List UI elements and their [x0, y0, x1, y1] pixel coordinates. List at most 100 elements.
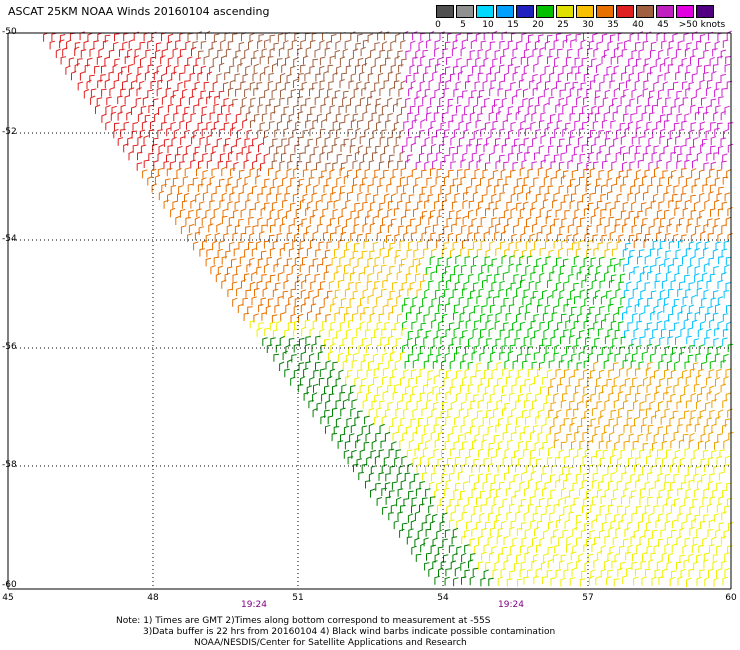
- wind-barb: [469, 425, 476, 435]
- wind-barb: [689, 345, 695, 353]
- wind-barb: [615, 288, 621, 298]
- wind-barb: [710, 161, 717, 171]
- wind-barb: [350, 271, 356, 281]
- wind-barb: [426, 105, 432, 115]
- wind-barb: [382, 390, 388, 400]
- wind-barb: [634, 215, 640, 225]
- wind-barb: [696, 151, 703, 162]
- legend-swatch: [496, 5, 514, 18]
- wind-barb: [472, 439, 478, 449]
- wind-barb: [405, 201, 412, 210]
- wind-barb: [170, 207, 176, 218]
- wind-barb: [684, 113, 690, 123]
- wind-barb: [689, 368, 696, 378]
- wind-barb: [488, 201, 495, 211]
- wind-barb: [686, 153, 692, 162]
- wind-barb: [630, 473, 636, 483]
- wind-barb: [708, 369, 715, 379]
- wind-barb: [527, 105, 534, 115]
- wind-barb: [618, 519, 624, 529]
- wind-barb: [400, 168, 407, 177]
- wind-barb: [680, 393, 686, 403]
- wind-barb: [440, 184, 446, 193]
- wind-barb: [389, 86, 395, 97]
- wind-barb: [586, 175, 592, 186]
- wind-barb: [489, 416, 495, 426]
- wind-barb: [625, 352, 631, 362]
- wind-barb: [705, 175, 712, 186]
- wind-barb: [501, 231, 507, 241]
- wind-barb: [651, 152, 658, 161]
- wind-barb: [547, 385, 554, 395]
- wind-barb: [137, 135, 143, 146]
- wind-barb: [385, 120, 391, 129]
- wind-barb: [473, 394, 479, 403]
- wind-barb: [566, 345, 572, 354]
- wind-barb: [625, 393, 631, 402]
- wind-barb: [452, 152, 459, 161]
- wind-barb: [613, 87, 620, 98]
- wind-barb: [256, 280, 262, 290]
- wind-barb: [475, 183, 481, 193]
- wind-barb: [706, 280, 712, 289]
- wind-barb: [695, 225, 701, 234]
- wind-barb: [556, 257, 562, 266]
- wind-barb: [507, 40, 514, 49]
- wind-barb: [700, 321, 706, 331]
- wind-barb: [530, 248, 536, 258]
- wind-barb: [420, 542, 426, 553]
- wind-barb: [532, 48, 538, 58]
- wind-barb: [350, 232, 356, 241]
- wind-barb: [355, 42, 361, 51]
- wind-barb: [679, 457, 686, 467]
- wind-barb: [538, 145, 545, 155]
- wind-barb: [133, 55, 140, 65]
- wind-barb: [122, 41, 128, 51]
- wind-barb: [681, 521, 687, 531]
- wind-barb: [643, 80, 649, 89]
- wind-barb: [430, 185, 436, 194]
- wind-barb: [577, 136, 584, 146]
- wind-barb: [267, 80, 274, 90]
- wind-barb: [378, 449, 385, 458]
- wind-barb: [395, 72, 402, 82]
- wind-barb: [362, 39, 369, 48]
- wind-barb: [458, 296, 465, 306]
- wind-barb: [496, 534, 503, 545]
- wind-barb: [246, 263, 252, 273]
- wind-barb: [419, 345, 426, 354]
- wind-barb: [631, 201, 637, 211]
- wind-barb: [79, 71, 86, 81]
- wind-barb: [663, 481, 670, 490]
- wind-barb: [486, 184, 492, 195]
- wind-barb: [601, 346, 608, 355]
- wind-barb: [453, 463, 459, 473]
- wind-barb: [286, 185, 292, 195]
- wind-barb: [558, 296, 564, 307]
- wind-barb: [381, 104, 388, 114]
- wind-barb: [644, 529, 650, 538]
- wind-barb: [465, 319, 471, 329]
- wind-barb: [344, 40, 351, 49]
- wind-barb: [502, 183, 509, 193]
- wind-barb: [612, 488, 619, 498]
- wind-barb: [250, 97, 256, 107]
- wind-barb: [307, 200, 313, 211]
- wind-barb: [657, 473, 663, 483]
- wind-barb: [367, 96, 373, 105]
- wind-barb: [334, 90, 341, 99]
- wind-barb: [185, 217, 191, 226]
- legend-swatch: [676, 5, 694, 18]
- wind-barb: [97, 79, 103, 89]
- wind-barb: [330, 192, 336, 201]
- wind-barb: [687, 264, 693, 275]
- wind-barb: [480, 504, 487, 513]
- wind-barb: [120, 104, 127, 114]
- wind-barb: [401, 258, 407, 267]
- wind-barb: [566, 234, 572, 243]
- wind-barb: [275, 81, 282, 91]
- wind-barb: [654, 280, 661, 289]
- wind-barb: [494, 71, 501, 81]
- wind-barb: [194, 231, 201, 241]
- wind-barb: [680, 327, 686, 337]
